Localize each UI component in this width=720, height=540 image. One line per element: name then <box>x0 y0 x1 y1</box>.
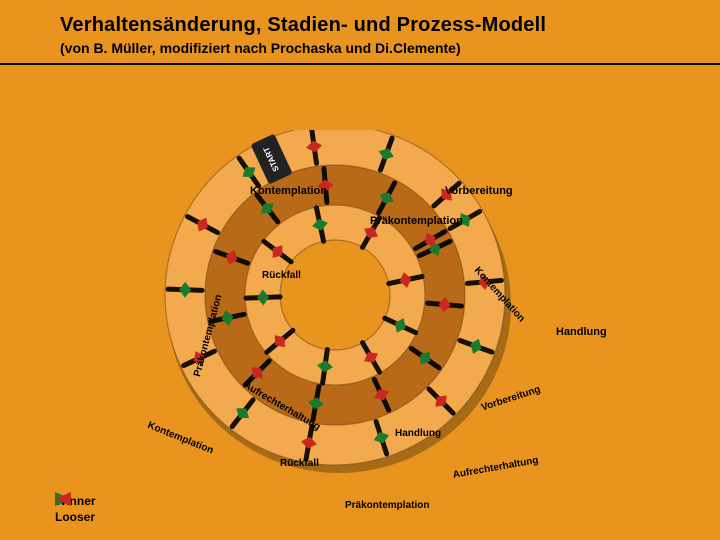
label-handlung-bottom: Handlung <box>395 428 441 439</box>
page-subtitle: (von B. Müller, modifiziert nach Prochas… <box>60 40 461 56</box>
label-rueckfall-bottom: Rückfall <box>280 458 319 469</box>
legend-looser: Looser <box>55 510 96 524</box>
label-handlung-right: Handlung <box>556 326 607 338</box>
title-underline <box>0 63 720 65</box>
looser-icon <box>55 492 73 506</box>
legend: Winner Looser <box>55 492 96 524</box>
label-praekontemplation-upper: Präkontemplation <box>370 215 463 227</box>
label-vorbereitung-top: Vorbereitung <box>445 185 513 197</box>
legend-looser-text: Looser <box>55 510 95 524</box>
page-title: Verhaltensänderung, Stadien- und Prozess… <box>60 14 546 37</box>
label-praekontemplation-bottom: Präkontemplation <box>345 500 429 511</box>
label-kontemplation-top: Kontemplation <box>250 185 327 197</box>
label-rueckfall-inner: Rückfall <box>262 270 301 281</box>
